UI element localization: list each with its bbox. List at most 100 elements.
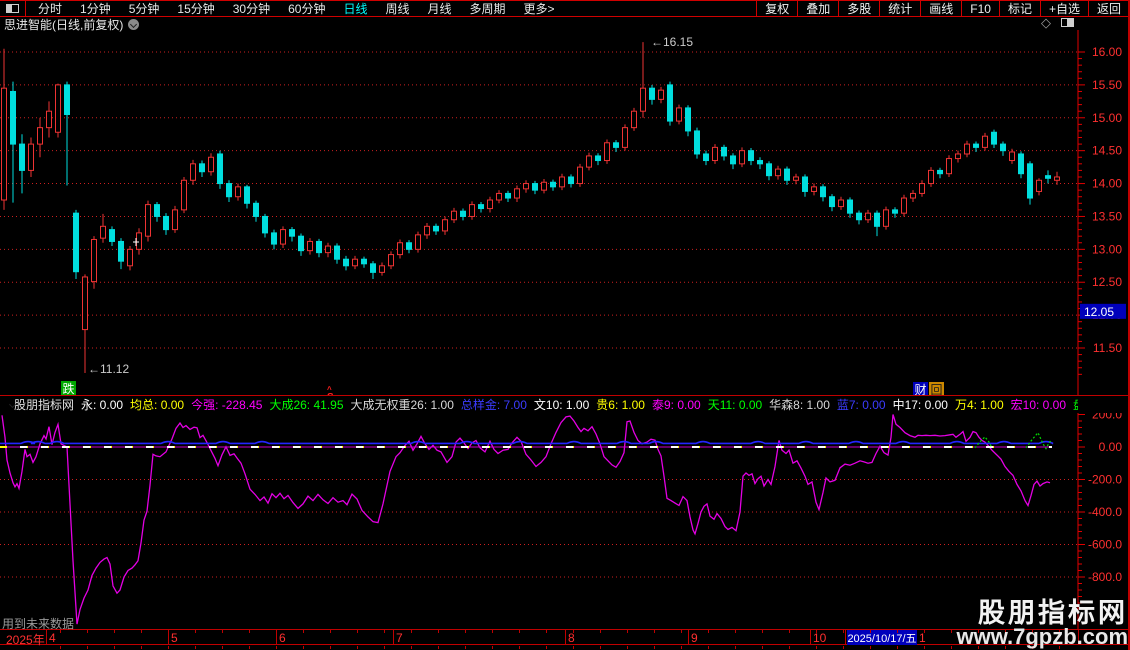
tool-item-标记[interactable]: 标记 xyxy=(998,1,1040,16)
indicator-field-贵6: 贵6: 1.00 xyxy=(596,398,645,412)
watermark-url: www.7gpzb.com xyxy=(956,624,1128,649)
svg-text:-400.0: -400.0 xyxy=(1088,505,1122,519)
svg-text:14.50: 14.50 xyxy=(1092,144,1122,158)
split-pane-icon xyxy=(6,4,19,13)
svg-text:12.50: 12.50 xyxy=(1092,275,1122,289)
indicator-chart[interactable]: 200.0 0.00 -200.0 -400.0 -600.0 -800.0 xyxy=(0,413,1130,629)
period-item-5分钟[interactable]: 5分钟 xyxy=(128,2,160,16)
tool-item-+自选[interactable]: +自选 xyxy=(1039,1,1088,16)
svg-text:11.50: 11.50 xyxy=(1093,341,1122,355)
period-item-月线[interactable]: 月线 xyxy=(427,2,452,16)
watermark-site-name: 股朋指标网 xyxy=(978,598,1128,628)
period-toolbar: 分时 1分钟 5分钟 15分钟 30分钟 60分钟 日线 周线 月线 多周期 更多> 复权 叠加 多股统… xyxy=(0,0,1130,17)
stock-title: 思进智能(日线,前复权) xyxy=(4,17,124,32)
indicator-field-大成26: 大成26: 41.95 xyxy=(269,398,344,412)
future-data-note: 用到未来数据 xyxy=(2,617,75,631)
indicator-header: 股朋指标网 永: 0.00 均总: 0.00 今强: -228.45 大成26: 41… xyxy=(0,397,1078,412)
svg-text:15.00: 15.00 xyxy=(1092,111,1122,125)
svg-text:-800.0: -800.0 xyxy=(1088,570,1122,584)
svg-text:^: ^ xyxy=(327,385,332,394)
month-label-5: 5 xyxy=(171,631,178,645)
tool-item-统计[interactable]: 统计 xyxy=(879,1,920,16)
svg-text:S: S xyxy=(327,392,334,395)
svg-text:15.50: 15.50 xyxy=(1092,78,1122,92)
indicator-field-宏10: 宏10: 0.00 xyxy=(1010,398,1067,412)
current-date-box: 2025/10/17/五 xyxy=(847,630,917,645)
chart-title-bar: 思进智能(日线,前复权) ◇ xyxy=(0,15,1130,32)
indicator-field-蓝7: 蓝7: 0.00 xyxy=(836,398,886,412)
svg-text:16.00: 16.00 xyxy=(1092,45,1122,59)
indicator-field-泰9: 泰9: 0.00 xyxy=(651,398,701,412)
date-axis: 2025年 2025/10/17/五 4 5 6 7 8 9 10 1 xyxy=(0,629,1130,647)
indicator-field-华森8: 华森8: 1.00 xyxy=(769,398,830,412)
svg-text:12.05: 12.05 xyxy=(1084,305,1114,319)
svg-text:-200.0: -200.0 xyxy=(1088,472,1122,486)
indicator-field-大成无权重26: 大成无权重26: 1.00 xyxy=(350,398,454,412)
next-month-label: 1 xyxy=(919,631,926,645)
clipped-bottom-row xyxy=(0,646,1130,650)
month-separator xyxy=(276,630,277,645)
svg-text:14.00: 14.00 xyxy=(1092,177,1122,191)
period-menu: 分时 1分钟 5分钟 15分钟 30分钟 60分钟 日线 周线 月线 多周期 更多> xyxy=(26,0,756,17)
tool-item-F10[interactable]: F10 xyxy=(961,1,999,16)
split-pane-right-icon[interactable] xyxy=(1061,18,1074,27)
month-label-7: 7 xyxy=(396,631,403,645)
month-separator xyxy=(810,630,811,645)
indicator-name: 股朋指标网 xyxy=(14,398,75,412)
panel-separator xyxy=(0,395,1130,396)
tool-menu: 复权 叠加 多股 统计 画线 F10 标记 +自选 返回 xyxy=(756,1,1130,16)
svg-text:跌: 跌 xyxy=(63,381,75,395)
indicator-field-天11: 天11: 0.00 xyxy=(707,398,763,412)
svg-text:200.0: 200.0 xyxy=(1092,413,1122,422)
svg-text:←11.12: ←11.12 xyxy=(88,362,129,376)
month-label-9: 9 xyxy=(691,631,698,645)
indicator-field-中17: 中17: 0.00 xyxy=(892,398,948,412)
svg-text:←16.15: ←16.15 xyxy=(651,35,693,49)
indicator-field-盘8: 盘8: xyxy=(1073,397,1078,412)
tool-item-叠加[interactable]: 叠加 xyxy=(797,1,838,16)
month-label-8: 8 xyxy=(568,631,575,645)
svg-text:0.00: 0.00 xyxy=(1099,440,1123,454)
period-item-分时[interactable]: 分时 xyxy=(38,2,63,16)
month-separator xyxy=(168,630,169,645)
period-item-周线[interactable]: 周线 xyxy=(385,2,410,16)
main-candle-chart[interactable]: 16.00 15.50 15.00 14.50 14.00 13.50 13.00 12.50… xyxy=(0,30,1130,395)
month-separator xyxy=(46,630,47,645)
svg-text:-600.0: -600.0 xyxy=(1088,537,1122,551)
watermark: 股朋指标网 www.7gpzb.com xyxy=(956,600,1128,648)
period-item-多周期[interactable]: 多周期 xyxy=(469,2,506,16)
tool-item-画线[interactable]: 画线 xyxy=(920,1,961,16)
month-separator xyxy=(565,630,566,645)
window-right-border xyxy=(1128,0,1130,650)
period-item-30分钟[interactable]: 30分钟 xyxy=(232,2,271,16)
svg-text:回: 回 xyxy=(931,383,943,395)
current-date-label: 2025/10/17/五 xyxy=(847,632,917,645)
tool-item-多股[interactable]: 多股 xyxy=(838,1,879,16)
indicator-field-万4: 万4: 1.00 xyxy=(954,398,1004,412)
indicator-field-今强: 今强: -228.45 xyxy=(191,398,263,412)
diamond-icon[interactable]: ◇ xyxy=(1041,15,1051,30)
tool-item-返回[interactable]: 返回 xyxy=(1087,1,1130,16)
period-item-1分钟[interactable]: 1分钟 xyxy=(80,2,111,16)
svg-text:13.50: 13.50 xyxy=(1092,209,1122,223)
indicator-field-均总: 均总: 0.00 xyxy=(130,398,185,412)
year-label: 2025年 xyxy=(6,633,45,647)
month-separator xyxy=(393,630,394,645)
layout-split-icon[interactable] xyxy=(0,1,26,16)
indicator-field-总样金: 总样金: 7.00 xyxy=(460,398,527,412)
month-label-10: 10 xyxy=(813,631,827,645)
period-item-60分钟[interactable]: 60分钟 xyxy=(288,2,326,16)
period-item-日线[interactable]: 日线 xyxy=(343,2,368,16)
indicator-field-文10: 文10: 1.00 xyxy=(533,398,590,412)
month-label-6: 6 xyxy=(279,631,286,645)
month-label-4: 4 xyxy=(49,631,56,645)
indicator-field-永: 永: 0.00 xyxy=(81,398,124,412)
tool-item-复权[interactable]: 复权 xyxy=(756,1,797,16)
svg-text:13.00: 13.00 xyxy=(1092,242,1122,256)
period-item-更多>[interactable]: 更多> xyxy=(523,2,555,16)
svg-text:财: 财 xyxy=(915,383,927,395)
period-item-15分钟[interactable]: 15分钟 xyxy=(177,2,215,16)
month-separator xyxy=(688,630,689,645)
chevron-down-icon[interactable] xyxy=(128,18,140,30)
